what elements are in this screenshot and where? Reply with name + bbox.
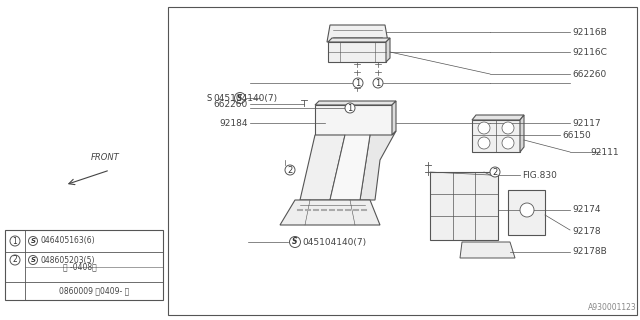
Circle shape — [502, 137, 514, 149]
Circle shape — [29, 236, 38, 245]
Polygon shape — [320, 105, 390, 120]
Circle shape — [345, 103, 355, 113]
Text: 92116C: 92116C — [572, 47, 607, 57]
Bar — [168, 7, 637, 315]
Text: 92111: 92111 — [590, 148, 619, 156]
Text: 66150: 66150 — [562, 131, 591, 140]
Circle shape — [29, 255, 38, 265]
Circle shape — [520, 203, 534, 217]
Circle shape — [490, 167, 500, 177]
Text: 1: 1 — [355, 78, 360, 87]
Circle shape — [478, 137, 490, 149]
Text: S: S — [31, 257, 35, 263]
Text: 1: 1 — [13, 236, 17, 245]
Polygon shape — [300, 135, 345, 200]
Polygon shape — [330, 135, 370, 200]
Polygon shape — [430, 172, 498, 240]
Polygon shape — [472, 115, 524, 120]
Text: 662260: 662260 — [214, 100, 248, 108]
Polygon shape — [328, 42, 386, 62]
Text: 046405163(6): 046405163(6) — [40, 236, 95, 245]
Text: S: S — [31, 238, 35, 244]
Text: A930001123: A930001123 — [588, 303, 637, 312]
Polygon shape — [520, 115, 524, 152]
Circle shape — [478, 122, 490, 134]
Text: 2: 2 — [287, 165, 292, 174]
Circle shape — [234, 92, 246, 103]
Bar — [5, 230, 163, 300]
Text: 1: 1 — [376, 78, 381, 87]
Polygon shape — [327, 25, 388, 42]
Text: 92116B: 92116B — [572, 28, 607, 36]
Text: 048605203(5): 048605203(5) — [40, 255, 95, 265]
Polygon shape — [386, 38, 390, 62]
Text: S: S — [237, 93, 243, 102]
Polygon shape — [360, 131, 396, 200]
Text: 662260: 662260 — [572, 69, 606, 78]
Text: S: S — [206, 93, 212, 102]
Text: 92174: 92174 — [572, 205, 600, 214]
Circle shape — [502, 122, 514, 134]
Circle shape — [373, 78, 383, 88]
Text: S: S — [292, 237, 298, 246]
Text: 92117: 92117 — [572, 118, 600, 127]
Text: 〈 -0408〉: 〈 -0408〉 — [63, 262, 97, 271]
Text: 045104140(7): 045104140(7) — [213, 93, 277, 102]
Text: 2: 2 — [492, 167, 498, 177]
Circle shape — [285, 165, 295, 175]
Polygon shape — [460, 242, 515, 258]
Text: FRONT: FRONT — [91, 153, 120, 162]
Circle shape — [10, 236, 20, 246]
Polygon shape — [315, 101, 396, 105]
Text: 0860009 〈0409- 〉: 0860009 〈0409- 〉 — [59, 286, 129, 295]
Polygon shape — [280, 200, 380, 225]
Polygon shape — [392, 101, 396, 135]
Text: FIG.830: FIG.830 — [522, 171, 557, 180]
Polygon shape — [508, 190, 545, 235]
Text: 92178: 92178 — [572, 228, 600, 236]
Text: 92178B: 92178B — [572, 247, 607, 257]
Text: 2: 2 — [13, 255, 17, 265]
Text: 045104140(7): 045104140(7) — [302, 237, 366, 246]
Polygon shape — [472, 120, 520, 152]
Text: 92184: 92184 — [220, 118, 248, 127]
Text: 1: 1 — [348, 103, 353, 113]
Polygon shape — [315, 105, 392, 135]
Polygon shape — [328, 38, 390, 42]
Circle shape — [10, 255, 20, 265]
Circle shape — [289, 236, 301, 247]
Circle shape — [353, 78, 363, 88]
